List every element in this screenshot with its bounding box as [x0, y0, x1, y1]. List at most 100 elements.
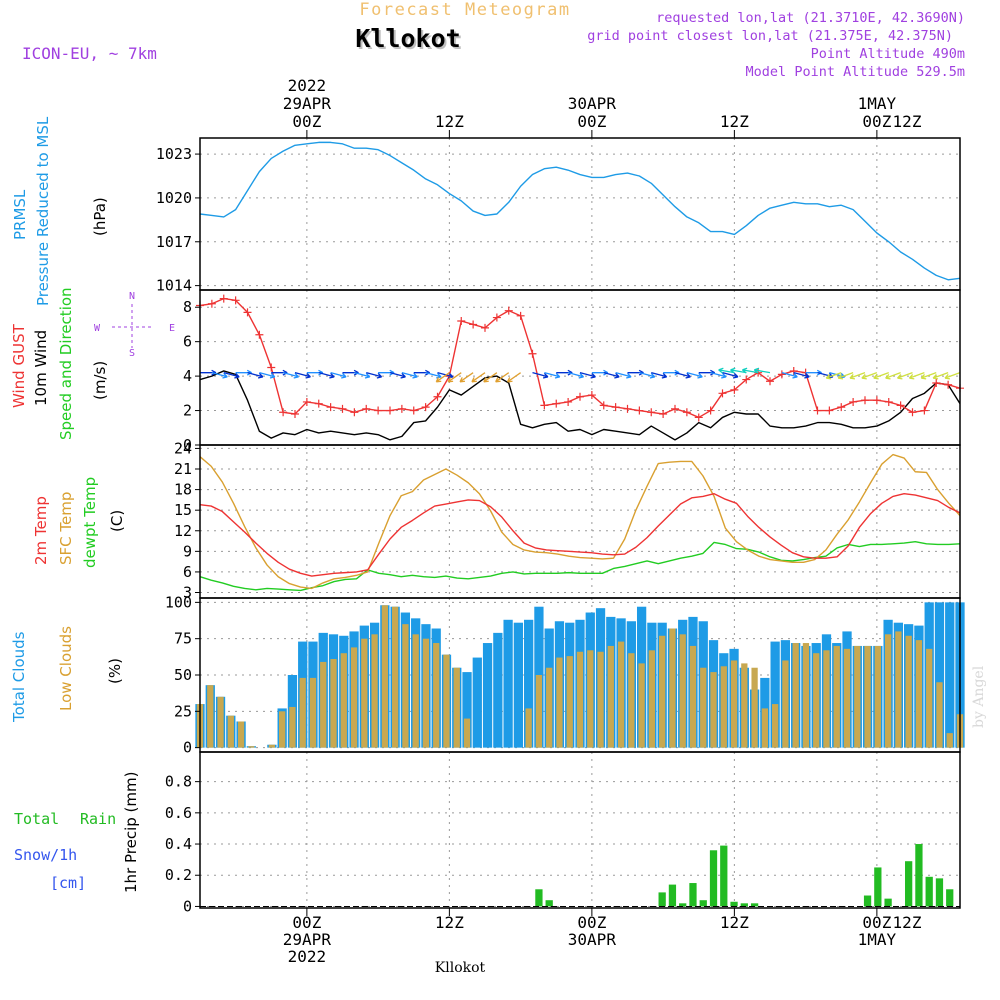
temperature-labels: 2m Temp SFC Temp dewpt Temp (C)	[32, 477, 126, 568]
wind-gust-marker	[944, 380, 953, 389]
grid-point-coords: grid point closest lon,lat (21.375E, 42.…	[587, 28, 953, 44]
precip-labels: Total Rain Snow/1h [cm] 1hr Precip (mm)	[14, 772, 140, 893]
total-label: Total	[14, 810, 59, 828]
low-cloud-bar	[689, 645, 697, 748]
y-tick-label: 0.6	[165, 804, 192, 822]
x-label-bottom: 30APR	[568, 930, 617, 949]
wind-direction-arrow	[718, 367, 735, 374]
wind-speed-direction-label: Speed and Direction	[57, 287, 75, 440]
wind-gust-marker	[694, 413, 703, 422]
low-cloud-bar	[443, 654, 450, 748]
wind-direction-arrow	[603, 372, 620, 379]
low-cloud-bar	[751, 667, 758, 748]
wind-gust-marker	[326, 403, 335, 412]
y-tick-label: 6	[183, 333, 192, 351]
x-label-bottom: 12Z	[720, 913, 749, 932]
model-label: ICON-EU, ~ 7km	[22, 44, 157, 63]
wind-direction-arrow	[435, 372, 450, 383]
wind-gust-marker	[540, 401, 549, 410]
total-cloud-bar	[934, 602, 945, 748]
low-cloud-bar	[792, 643, 799, 748]
y-tick-label: 0	[183, 739, 192, 757]
wind-direction-arrow	[944, 372, 961, 380]
low-cloud-bar	[772, 704, 779, 748]
rain-bar	[658, 892, 666, 907]
wind-direction-arrow	[483, 372, 498, 383]
snow-unit-label: [cm]	[50, 874, 86, 892]
low-cloud-bar	[566, 656, 573, 748]
model-point-altitude: Model Point Altitude 529.5m	[746, 64, 965, 80]
wind-unit-label: (m/s)	[91, 361, 109, 400]
low-cloud-bar	[371, 634, 378, 748]
low-cloud-bar	[381, 605, 388, 748]
y-tick-label: 25	[174, 702, 192, 720]
low-cloud-bar	[895, 631, 902, 748]
wind-10m-label: 10m Wind	[32, 330, 50, 406]
low-cloud-bar	[535, 675, 543, 748]
wind-gust-marker	[302, 397, 311, 406]
wind-direction-arrow	[741, 367, 759, 374]
y-tick-label: 0	[183, 436, 192, 454]
low-cloud-bar	[330, 659, 337, 748]
pressure-labels: PRMSL Pressure Reduced to MSL (hPa)	[11, 116, 109, 306]
rain-bar	[946, 889, 954, 907]
x-label-bottom: 29APR	[283, 930, 332, 949]
y-tick-label: 15	[174, 501, 192, 519]
wind-labels: Wind GUST 10m Wind Speed and Direction (…	[10, 287, 109, 440]
low-cloud-bar	[217, 696, 224, 748]
grid-layer	[200, 138, 960, 908]
total-cloud-bar	[503, 619, 513, 748]
wind-direction-arrow	[849, 372, 866, 380]
axis-layer: 1014101710201023024683691215182124025507…	[156, 76, 961, 966]
rain-bar	[699, 900, 707, 907]
wind-direction-arrow	[896, 372, 913, 380]
y-tick-label: 1014	[156, 277, 192, 295]
y-tick-label: 0	[183, 897, 192, 915]
wind-direction-arrow	[544, 372, 561, 379]
x-label-bottom: 00Z	[577, 913, 606, 932]
low-cloud-bar	[248, 746, 255, 748]
chart-title: Forecast Meteogram	[359, 0, 570, 20]
wind-gust-label: Wind GUST	[10, 323, 28, 408]
x-label-top: 30APR	[568, 94, 617, 113]
wind-gust-marker	[314, 399, 323, 408]
wind-gust-marker	[730, 385, 739, 394]
wind-direction-arrow	[459, 372, 474, 383]
low-cloud-bar	[576, 651, 584, 748]
x-label-top: 2022	[288, 76, 327, 95]
wind-direction-arrow	[506, 372, 521, 383]
wind-gust-marker	[777, 370, 786, 379]
total-cloud-bar	[493, 632, 503, 748]
rain-bar	[720, 845, 728, 907]
wind-direction-arrow	[753, 367, 771, 374]
wind-gust-marker	[599, 401, 608, 410]
total-cloud-bar	[462, 672, 472, 748]
wind-direction-arrow	[223, 372, 240, 379]
wind-gust-marker	[362, 404, 371, 413]
low-cloud-bar	[453, 667, 460, 748]
wind-gust-marker	[932, 379, 941, 387]
low-cloud-bar	[289, 706, 296, 748]
wind-gust-marker	[231, 296, 240, 305]
wind-gust-marker	[611, 403, 620, 412]
wind-gust-marker	[647, 408, 656, 417]
wind-gust-marker	[552, 399, 561, 408]
x-label-bottom: 00Z	[292, 913, 321, 932]
wind-gust-marker	[861, 396, 869, 405]
wind-gust-marker	[291, 410, 299, 418]
low-cloud-bar	[648, 650, 656, 748]
low-cloud-bar	[843, 648, 851, 748]
low-cloud-bar	[279, 711, 286, 748]
rain-bar	[874, 867, 882, 907]
low-cloud-bar	[864, 645, 871, 748]
low-cloud-bar	[720, 666, 727, 748]
wind-gust-marker	[884, 397, 893, 406]
wind-gust-marker	[623, 404, 632, 413]
wind-gust-marker	[659, 410, 668, 418]
compass-east: E	[169, 323, 175, 334]
low-cloud-bar	[320, 661, 327, 748]
wind-direction-arrow	[259, 372, 276, 379]
wind-direction-arrow	[282, 372, 300, 379]
total-cloud-bar	[524, 619, 534, 748]
